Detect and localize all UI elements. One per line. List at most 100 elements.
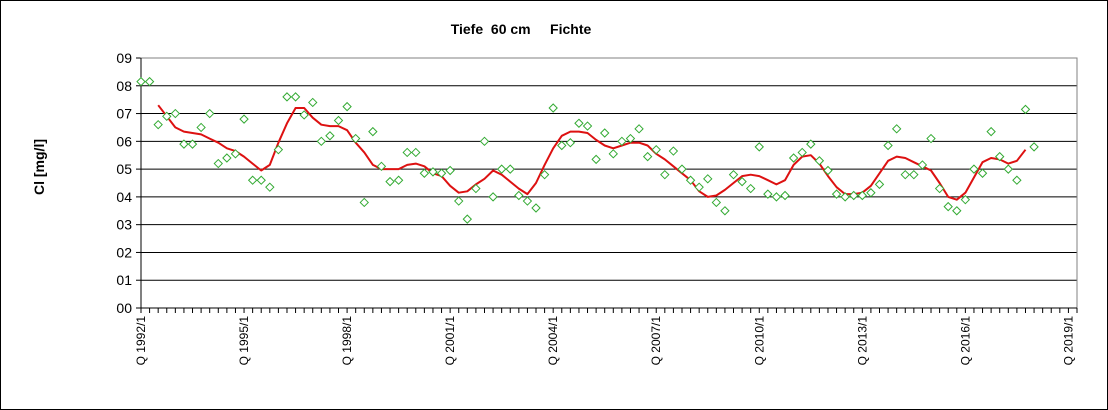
data-point bbox=[668, 146, 679, 156]
x-tick-label: Q 2010/1 bbox=[752, 316, 766, 366]
data-point bbox=[144, 76, 155, 87]
x-tick-label: Q 1992/1 bbox=[134, 316, 148, 366]
data-point bbox=[986, 126, 996, 137]
data-point bbox=[788, 153, 799, 163]
data-point bbox=[290, 92, 301, 102]
trend-line bbox=[157, 104, 1027, 201]
data-point bbox=[162, 111, 172, 122]
data-point bbox=[136, 76, 146, 87]
data-point bbox=[1012, 175, 1022, 185]
data-point bbox=[170, 108, 181, 119]
data-point bbox=[359, 197, 369, 208]
data-point bbox=[539, 169, 550, 180]
data-point bbox=[548, 103, 558, 113]
x-tick-label: Q 2016/1 bbox=[958, 316, 972, 366]
data-point bbox=[780, 190, 790, 201]
data-point bbox=[840, 192, 850, 202]
data-point bbox=[376, 161, 387, 172]
data-point bbox=[891, 124, 902, 134]
y-tick-label: 06 bbox=[116, 133, 132, 149]
data-point bbox=[745, 183, 756, 194]
data-point bbox=[960, 194, 971, 205]
y-tick-label: 04 bbox=[116, 189, 132, 205]
data-point bbox=[849, 190, 859, 201]
data-point bbox=[179, 139, 189, 149]
y-tick-label: 00 bbox=[116, 300, 132, 316]
data-point bbox=[333, 115, 344, 126]
data-point bbox=[926, 133, 936, 144]
data-point bbox=[350, 133, 361, 144]
data-point bbox=[883, 140, 893, 151]
data-point bbox=[488, 192, 498, 202]
x-tick-label: Q 1995/1 bbox=[237, 316, 251, 366]
data-point bbox=[204, 108, 215, 119]
data-point bbox=[977, 168, 988, 178]
data-point bbox=[651, 144, 661, 155]
data-point bbox=[857, 190, 868, 201]
data-point bbox=[909, 169, 919, 180]
data-point bbox=[419, 168, 430, 178]
data-point bbox=[771, 192, 782, 202]
x-tick-label: Q 1998/1 bbox=[340, 316, 354, 366]
data-point bbox=[917, 160, 928, 170]
y-tick-label: 08 bbox=[116, 78, 132, 94]
x-tick-label: Q 2001/1 bbox=[443, 316, 457, 366]
x-tick-label: Q 2004/1 bbox=[546, 316, 560, 366]
y-tick-label: 01 bbox=[116, 272, 132, 288]
data-point bbox=[342, 101, 352, 112]
data-point bbox=[445, 165, 455, 176]
data-point bbox=[685, 175, 696, 185]
data-point bbox=[797, 147, 807, 158]
data-point bbox=[557, 140, 567, 151]
data-point bbox=[1029, 142, 1039, 152]
data-point bbox=[677, 164, 687, 174]
data-point bbox=[814, 156, 825, 166]
data-point bbox=[479, 136, 490, 147]
data-point bbox=[599, 128, 610, 138]
data-point bbox=[428, 167, 438, 177]
data-point bbox=[454, 196, 464, 206]
data-point bbox=[900, 169, 910, 180]
data-point bbox=[531, 203, 541, 213]
data-point bbox=[316, 136, 327, 147]
data-point bbox=[952, 206, 962, 216]
label-layer: 00 01 02 03 04 05 06 07 08 09 Q 1992/1 Q 1995/1 Q 19… bbox=[116, 50, 1075, 365]
data-point bbox=[874, 179, 885, 190]
data-point bbox=[273, 144, 284, 155]
data-point bbox=[642, 151, 653, 162]
data-point bbox=[617, 136, 627, 147]
data-point bbox=[574, 118, 584, 128]
data-point bbox=[711, 197, 722, 208]
data-point bbox=[995, 151, 1005, 162]
data-point bbox=[436, 168, 447, 178]
data-point bbox=[1020, 104, 1031, 115]
data-point bbox=[565, 138, 576, 148]
data-point bbox=[694, 182, 704, 192]
y-tick-label: 02 bbox=[116, 244, 132, 260]
data-point bbox=[969, 164, 979, 174]
grid-layer bbox=[141, 57, 1077, 281]
data-point bbox=[943, 201, 953, 212]
y-tick-label: 07 bbox=[116, 106, 132, 122]
data-point bbox=[737, 176, 747, 187]
data-point bbox=[411, 147, 421, 158]
plot-area-border bbox=[140, 57, 1078, 309]
data-point bbox=[222, 153, 232, 163]
data-point bbox=[806, 139, 816, 149]
data-point bbox=[247, 175, 258, 185]
x-tick-label: Q 2019/1 bbox=[1061, 316, 1075, 366]
data-point bbox=[402, 147, 412, 158]
data-point bbox=[823, 165, 833, 176]
data-point bbox=[582, 121, 593, 131]
data-point bbox=[325, 131, 335, 141]
data-point bbox=[368, 126, 378, 137]
point-layer bbox=[136, 76, 1039, 224]
data-point bbox=[720, 206, 730, 216]
data-point bbox=[196, 122, 206, 133]
data-point bbox=[213, 158, 223, 169]
data-point bbox=[496, 164, 507, 174]
data-point bbox=[256, 175, 266, 185]
y-tick-label: 05 bbox=[116, 161, 132, 177]
data-point bbox=[728, 169, 739, 180]
